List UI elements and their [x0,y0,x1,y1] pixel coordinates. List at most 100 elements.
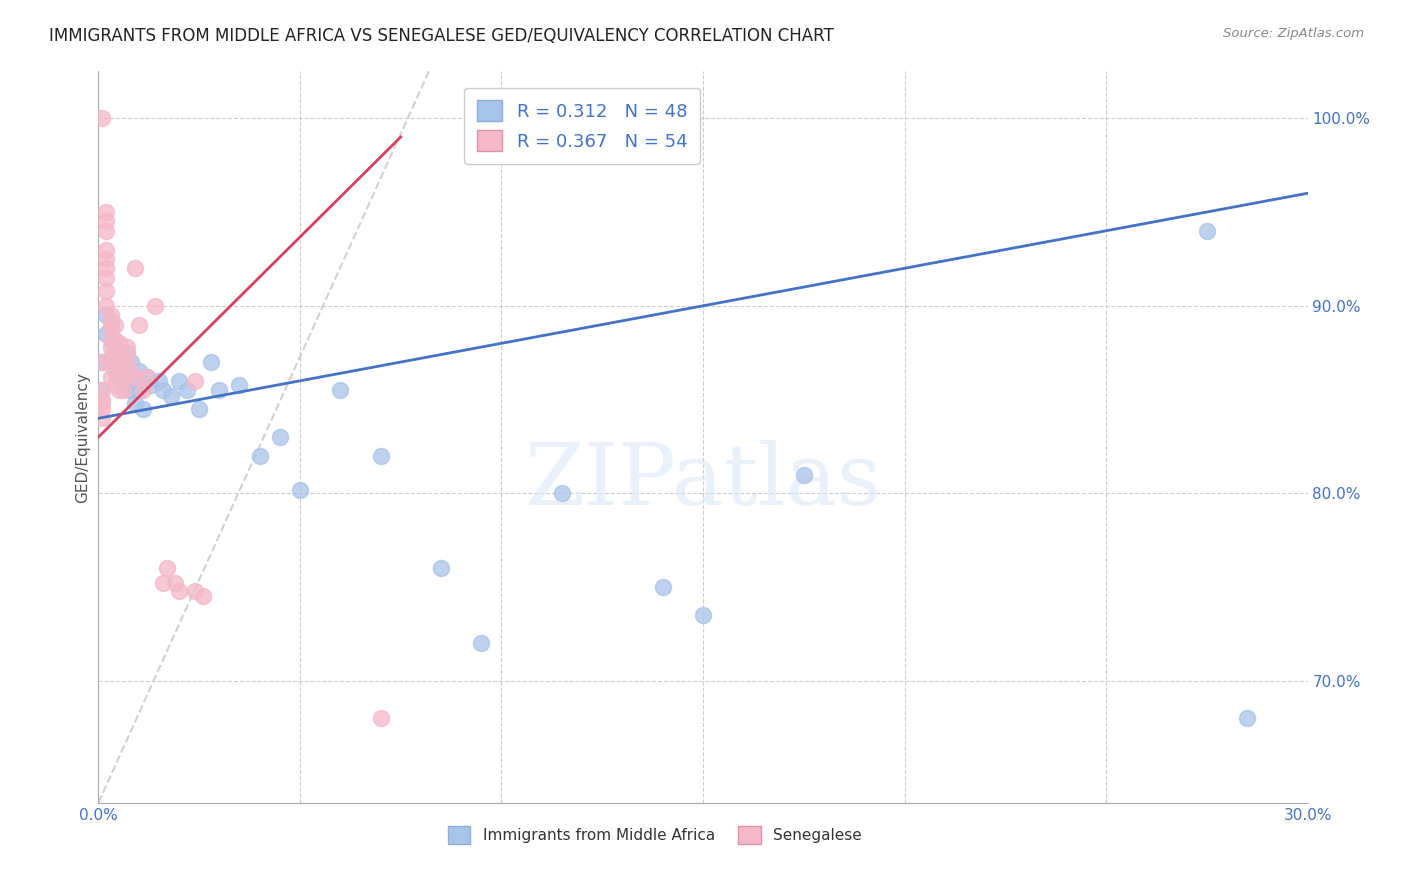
Point [107,370,129,384]
Point [184,583,207,598]
Point [184,374,207,388]
Point [152,383,174,397]
Point [103,377,125,392]
Point [148,374,170,388]
Point [96,252,118,266]
Point [470,636,492,650]
Point [91,392,114,407]
Point [269,430,291,444]
Point [103,336,125,351]
Point [370,449,392,463]
Point [120,355,142,369]
Point [100,321,122,335]
Point [103,351,125,366]
Point [91,383,114,397]
Point [111,355,134,369]
Point [128,383,150,397]
Point [91,355,114,369]
Point [100,351,122,366]
Point [115,351,138,366]
Point [651,580,673,594]
Point [124,261,146,276]
Point [100,340,122,354]
Point [132,377,155,392]
Point [692,608,714,623]
Point [103,333,125,347]
Point [96,270,118,285]
Text: ZIPatlas: ZIPatlas [524,440,882,523]
Point [120,364,142,378]
Point [288,483,311,497]
Point [100,370,122,384]
Point [143,299,166,313]
Point [91,355,114,369]
Point [107,355,129,369]
Point [167,374,190,388]
Point [111,359,134,373]
Point [107,345,129,359]
Point [107,383,129,397]
Point [91,383,114,397]
Point [167,583,190,598]
Point [120,383,142,397]
Point [193,590,215,604]
Point [139,377,162,392]
Point [249,449,271,463]
Point [200,355,222,369]
Point [96,243,118,257]
Point [135,370,157,384]
Point [100,333,122,347]
Point [163,576,186,591]
Point [103,340,125,354]
Point [132,401,155,416]
Point [100,314,122,328]
Point [208,383,231,397]
Point [111,374,134,388]
Point [135,370,157,384]
Point [96,224,118,238]
Point [551,486,574,500]
Point [100,308,122,322]
Point [370,711,392,725]
Point [115,340,138,354]
Point [228,377,250,392]
Point [96,261,118,276]
Point [96,299,118,313]
Point [96,205,118,219]
Point [100,351,122,366]
Point [430,561,453,575]
Point [107,336,129,351]
Point [100,321,122,335]
Point [124,370,146,384]
Point [111,370,134,384]
Point [96,284,118,298]
Point [188,401,211,416]
Point [160,389,183,403]
Point [111,383,134,397]
Point [329,383,352,397]
Point [176,383,198,397]
Point [128,364,150,378]
Point [128,318,150,332]
Point [115,377,138,392]
Point [91,112,114,126]
Point [152,576,174,591]
Point [107,359,129,373]
Point [96,308,118,322]
Point [96,326,118,341]
Point [100,314,122,328]
Point [124,370,146,384]
Legend: Immigrants from Middle Africa, Senegalese: Immigrants from Middle Africa, Senegales… [441,820,868,850]
Point [103,318,125,332]
Text: IMMIGRANTS FROM MIDDLE AFRICA VS SENEGALESE GED/EQUIVALENCY CORRELATION CHART: IMMIGRANTS FROM MIDDLE AFRICA VS SENEGAL… [49,27,834,45]
Point [107,345,129,359]
Point [156,561,179,575]
Point [1195,224,1218,238]
Point [103,364,125,378]
Point [107,370,129,384]
Point [793,467,815,482]
Point [103,359,125,373]
Point [115,345,138,359]
Point [1236,711,1258,725]
Point [132,383,155,397]
